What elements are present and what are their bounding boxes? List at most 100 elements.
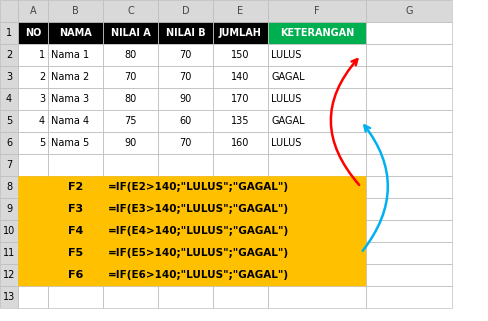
Bar xyxy=(18,176,48,198)
Bar xyxy=(267,0,365,22)
Bar xyxy=(103,132,158,154)
Bar xyxy=(18,198,48,220)
Bar xyxy=(158,88,213,110)
Text: 6: 6 xyxy=(6,138,12,148)
Bar xyxy=(213,66,267,88)
Bar xyxy=(48,0,103,22)
Text: NILAI B: NILAI B xyxy=(165,28,205,38)
Bar xyxy=(18,22,48,44)
Text: 12: 12 xyxy=(3,270,15,280)
Bar xyxy=(18,44,48,66)
Bar xyxy=(365,286,451,308)
Bar xyxy=(48,242,103,264)
Bar xyxy=(0,198,18,220)
Bar xyxy=(267,286,365,308)
Bar xyxy=(0,0,18,22)
Bar xyxy=(213,286,267,308)
Bar xyxy=(267,44,365,66)
Text: NO: NO xyxy=(25,28,41,38)
Text: Nama 3: Nama 3 xyxy=(51,94,89,104)
Bar xyxy=(48,286,103,308)
Bar xyxy=(158,0,213,22)
Bar xyxy=(103,0,158,22)
Text: 5: 5 xyxy=(6,116,12,126)
Bar xyxy=(158,132,213,154)
Bar xyxy=(103,176,365,198)
Bar xyxy=(103,242,365,264)
Bar xyxy=(48,22,103,44)
Bar xyxy=(48,66,103,88)
Bar xyxy=(213,88,267,110)
Text: 80: 80 xyxy=(124,94,136,104)
Text: 150: 150 xyxy=(231,50,249,60)
Text: 70: 70 xyxy=(179,138,191,148)
Text: D: D xyxy=(182,6,189,16)
Bar xyxy=(158,154,213,176)
Bar xyxy=(48,22,103,44)
Bar xyxy=(213,154,267,176)
Bar xyxy=(18,286,48,308)
Bar xyxy=(48,176,103,198)
Bar xyxy=(267,110,365,132)
Text: 135: 135 xyxy=(231,116,249,126)
Bar xyxy=(267,286,365,308)
Bar xyxy=(365,176,451,198)
Bar xyxy=(18,154,48,176)
Bar xyxy=(267,66,365,88)
Bar xyxy=(103,44,158,66)
Text: 10: 10 xyxy=(3,226,15,236)
Bar xyxy=(48,198,103,220)
Bar xyxy=(18,176,48,198)
Bar xyxy=(103,286,158,308)
Bar xyxy=(365,242,451,264)
Text: 90: 90 xyxy=(124,138,136,148)
Bar xyxy=(0,220,18,242)
Bar xyxy=(213,132,267,154)
Text: 13: 13 xyxy=(3,292,15,302)
Bar xyxy=(103,66,158,88)
Bar xyxy=(0,264,18,286)
Text: B: B xyxy=(72,6,79,16)
Text: GAGAL: GAGAL xyxy=(270,72,304,82)
Text: F: F xyxy=(314,6,319,16)
Bar xyxy=(158,110,213,132)
Bar xyxy=(0,242,18,264)
Bar xyxy=(213,286,267,308)
Text: 11: 11 xyxy=(3,248,15,258)
Text: F4: F4 xyxy=(68,226,83,236)
Bar xyxy=(103,242,365,264)
Bar xyxy=(103,44,158,66)
Bar xyxy=(103,66,158,88)
Bar xyxy=(365,88,451,110)
Text: E: E xyxy=(237,6,243,16)
Bar xyxy=(267,22,365,44)
Bar xyxy=(365,0,451,22)
Bar xyxy=(0,22,18,44)
Bar xyxy=(158,44,213,66)
Text: 140: 140 xyxy=(231,72,249,82)
Bar xyxy=(18,22,48,44)
Text: G: G xyxy=(405,6,412,16)
Text: =IF(E5>140;"LULUS";"GAGAL"): =IF(E5>140;"LULUS";"GAGAL") xyxy=(108,248,288,258)
Bar xyxy=(18,154,48,176)
Bar xyxy=(213,0,267,22)
Bar xyxy=(103,110,158,132)
Bar xyxy=(0,154,18,176)
Text: Nama 5: Nama 5 xyxy=(51,138,89,148)
Text: F6: F6 xyxy=(68,270,83,280)
Text: 2: 2 xyxy=(6,50,12,60)
Text: NAMA: NAMA xyxy=(59,28,92,38)
Text: 4: 4 xyxy=(6,94,12,104)
Bar xyxy=(18,88,48,110)
Text: 5: 5 xyxy=(39,138,45,148)
Bar xyxy=(18,110,48,132)
Bar xyxy=(0,132,18,154)
Bar xyxy=(18,132,48,154)
Bar xyxy=(48,220,103,242)
Text: Nama 1: Nama 1 xyxy=(51,50,89,60)
Text: =IF(E2>140;"LULUS";"GAGAL"): =IF(E2>140;"LULUS";"GAGAL") xyxy=(108,182,288,192)
Text: LULUS: LULUS xyxy=(270,50,301,60)
Bar xyxy=(0,66,18,88)
Bar xyxy=(103,132,158,154)
Text: LULUS: LULUS xyxy=(270,138,301,148)
